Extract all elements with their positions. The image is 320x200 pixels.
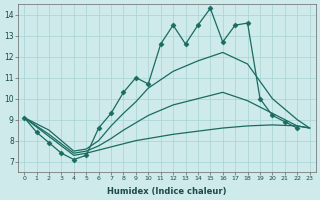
- X-axis label: Humidex (Indice chaleur): Humidex (Indice chaleur): [107, 187, 227, 196]
